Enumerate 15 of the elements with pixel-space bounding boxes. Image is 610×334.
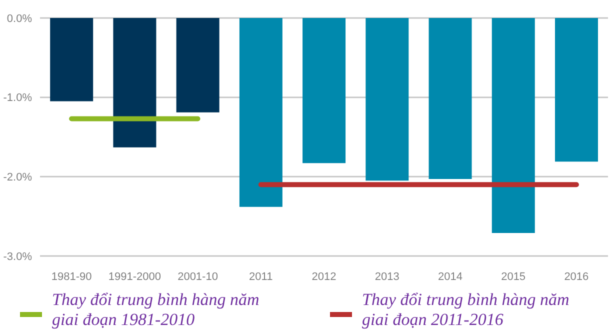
legend-label: Thay đổi trung bình hàng năm giai đoạn 2011-2016 [362, 290, 570, 330]
x-tick-label: 2001-10 [178, 270, 218, 283]
x-tick-label: 2016 [564, 270, 589, 283]
legend-label: Thay đổi trung bình hàng năm giai đoạn 1981-2010 [52, 290, 260, 330]
x-tick-label: 2012 [312, 270, 336, 283]
x-tick-label: 2014 [438, 270, 462, 283]
x-tick-label: 2011 [249, 270, 273, 283]
x-tick-label: 2013 [374, 270, 400, 283]
x-tick-label: 1991-2000 [108, 270, 161, 283]
y-tick-label: -2.0% [3, 172, 32, 184]
y-tick-label: -1.0% [3, 92, 32, 104]
y-tick-label: 0.0% [6, 12, 32, 25]
y-tick-label: -3.0% [3, 250, 32, 263]
x-tick-label: 2015 [501, 270, 526, 283]
x-tick-label: 1981-90 [51, 270, 92, 283]
